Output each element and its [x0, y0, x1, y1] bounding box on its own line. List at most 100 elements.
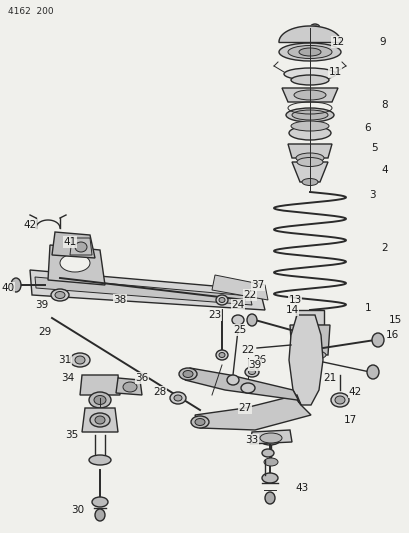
Text: 40: 40 — [2, 283, 15, 293]
Text: 17: 17 — [343, 415, 356, 425]
Text: 11: 11 — [328, 67, 341, 77]
Ellipse shape — [216, 295, 227, 305]
Ellipse shape — [290, 75, 328, 85]
Ellipse shape — [278, 43, 340, 61]
Ellipse shape — [293, 350, 325, 360]
Ellipse shape — [95, 416, 105, 424]
Text: 21: 21 — [323, 373, 336, 383]
Polygon shape — [288, 315, 322, 405]
Text: 3: 3 — [368, 190, 374, 200]
Ellipse shape — [170, 392, 186, 404]
Text: 25: 25 — [233, 325, 246, 335]
Text: 42: 42 — [348, 387, 361, 397]
Polygon shape — [195, 395, 310, 430]
Ellipse shape — [95, 509, 105, 521]
Text: 12: 12 — [330, 37, 344, 47]
Ellipse shape — [293, 90, 325, 100]
Text: 33: 33 — [245, 435, 258, 445]
Ellipse shape — [51, 289, 69, 301]
Ellipse shape — [218, 352, 225, 358]
Ellipse shape — [94, 395, 106, 405]
Ellipse shape — [371, 333, 383, 347]
Ellipse shape — [259, 435, 279, 445]
Polygon shape — [211, 275, 267, 300]
Ellipse shape — [11, 278, 21, 292]
Ellipse shape — [179, 368, 196, 380]
Text: 4: 4 — [381, 165, 387, 175]
Ellipse shape — [366, 365, 378, 379]
Ellipse shape — [264, 492, 274, 504]
Ellipse shape — [89, 455, 111, 465]
Polygon shape — [30, 270, 264, 310]
Polygon shape — [35, 277, 252, 305]
Ellipse shape — [330, 393, 348, 407]
Text: 27: 27 — [238, 403, 251, 413]
Polygon shape — [80, 375, 120, 395]
Polygon shape — [184, 368, 300, 405]
Text: 14: 14 — [285, 305, 298, 315]
Text: 16: 16 — [384, 330, 398, 340]
Text: 37: 37 — [251, 280, 264, 290]
Ellipse shape — [218, 297, 225, 303]
Ellipse shape — [309, 24, 319, 32]
Ellipse shape — [311, 26, 317, 30]
Ellipse shape — [227, 375, 238, 385]
Text: 38: 38 — [113, 295, 126, 305]
Polygon shape — [249, 430, 291, 444]
Ellipse shape — [259, 433, 281, 443]
Ellipse shape — [290, 121, 328, 131]
Ellipse shape — [288, 126, 330, 140]
Ellipse shape — [60, 254, 90, 272]
Ellipse shape — [231, 315, 243, 325]
Text: 15: 15 — [387, 315, 401, 325]
Text: 42: 42 — [23, 220, 36, 230]
Text: 23: 23 — [208, 310, 221, 320]
Ellipse shape — [261, 473, 277, 483]
Ellipse shape — [298, 48, 320, 56]
Ellipse shape — [283, 68, 335, 80]
Ellipse shape — [123, 382, 137, 392]
Polygon shape — [52, 232, 95, 258]
Text: 24: 24 — [231, 300, 244, 310]
Text: 39: 39 — [35, 300, 49, 310]
Text: 29: 29 — [38, 327, 52, 337]
Text: 30: 30 — [71, 505, 84, 515]
Ellipse shape — [261, 449, 273, 457]
Ellipse shape — [55, 292, 65, 298]
Polygon shape — [291, 162, 327, 182]
Text: 43: 43 — [294, 483, 308, 493]
Ellipse shape — [90, 413, 110, 427]
Ellipse shape — [287, 45, 331, 59]
Text: 34: 34 — [61, 373, 74, 383]
Ellipse shape — [248, 369, 255, 375]
Ellipse shape — [173, 395, 182, 401]
Text: 1: 1 — [364, 303, 371, 313]
Ellipse shape — [89, 392, 111, 408]
Polygon shape — [281, 88, 337, 102]
Ellipse shape — [291, 110, 327, 120]
Polygon shape — [82, 408, 118, 432]
Ellipse shape — [92, 497, 108, 507]
Ellipse shape — [240, 383, 254, 393]
Ellipse shape — [75, 242, 87, 252]
Text: 4162  200: 4162 200 — [8, 7, 54, 16]
Text: 31: 31 — [58, 355, 72, 365]
Ellipse shape — [263, 458, 277, 466]
Text: 28: 28 — [153, 387, 166, 397]
Polygon shape — [48, 245, 105, 285]
Text: 22: 22 — [241, 345, 254, 355]
Ellipse shape — [246, 314, 256, 326]
Polygon shape — [287, 144, 331, 158]
Ellipse shape — [296, 157, 322, 166]
Text: 36: 36 — [135, 373, 148, 383]
Ellipse shape — [285, 108, 333, 122]
Text: 2: 2 — [381, 243, 387, 253]
Text: 39: 39 — [248, 360, 261, 370]
Ellipse shape — [96, 417, 104, 427]
Polygon shape — [295, 310, 323, 325]
Polygon shape — [116, 378, 142, 395]
Ellipse shape — [216, 350, 227, 360]
Ellipse shape — [295, 153, 323, 163]
Text: 5: 5 — [371, 143, 378, 153]
Text: 13: 13 — [288, 295, 301, 305]
